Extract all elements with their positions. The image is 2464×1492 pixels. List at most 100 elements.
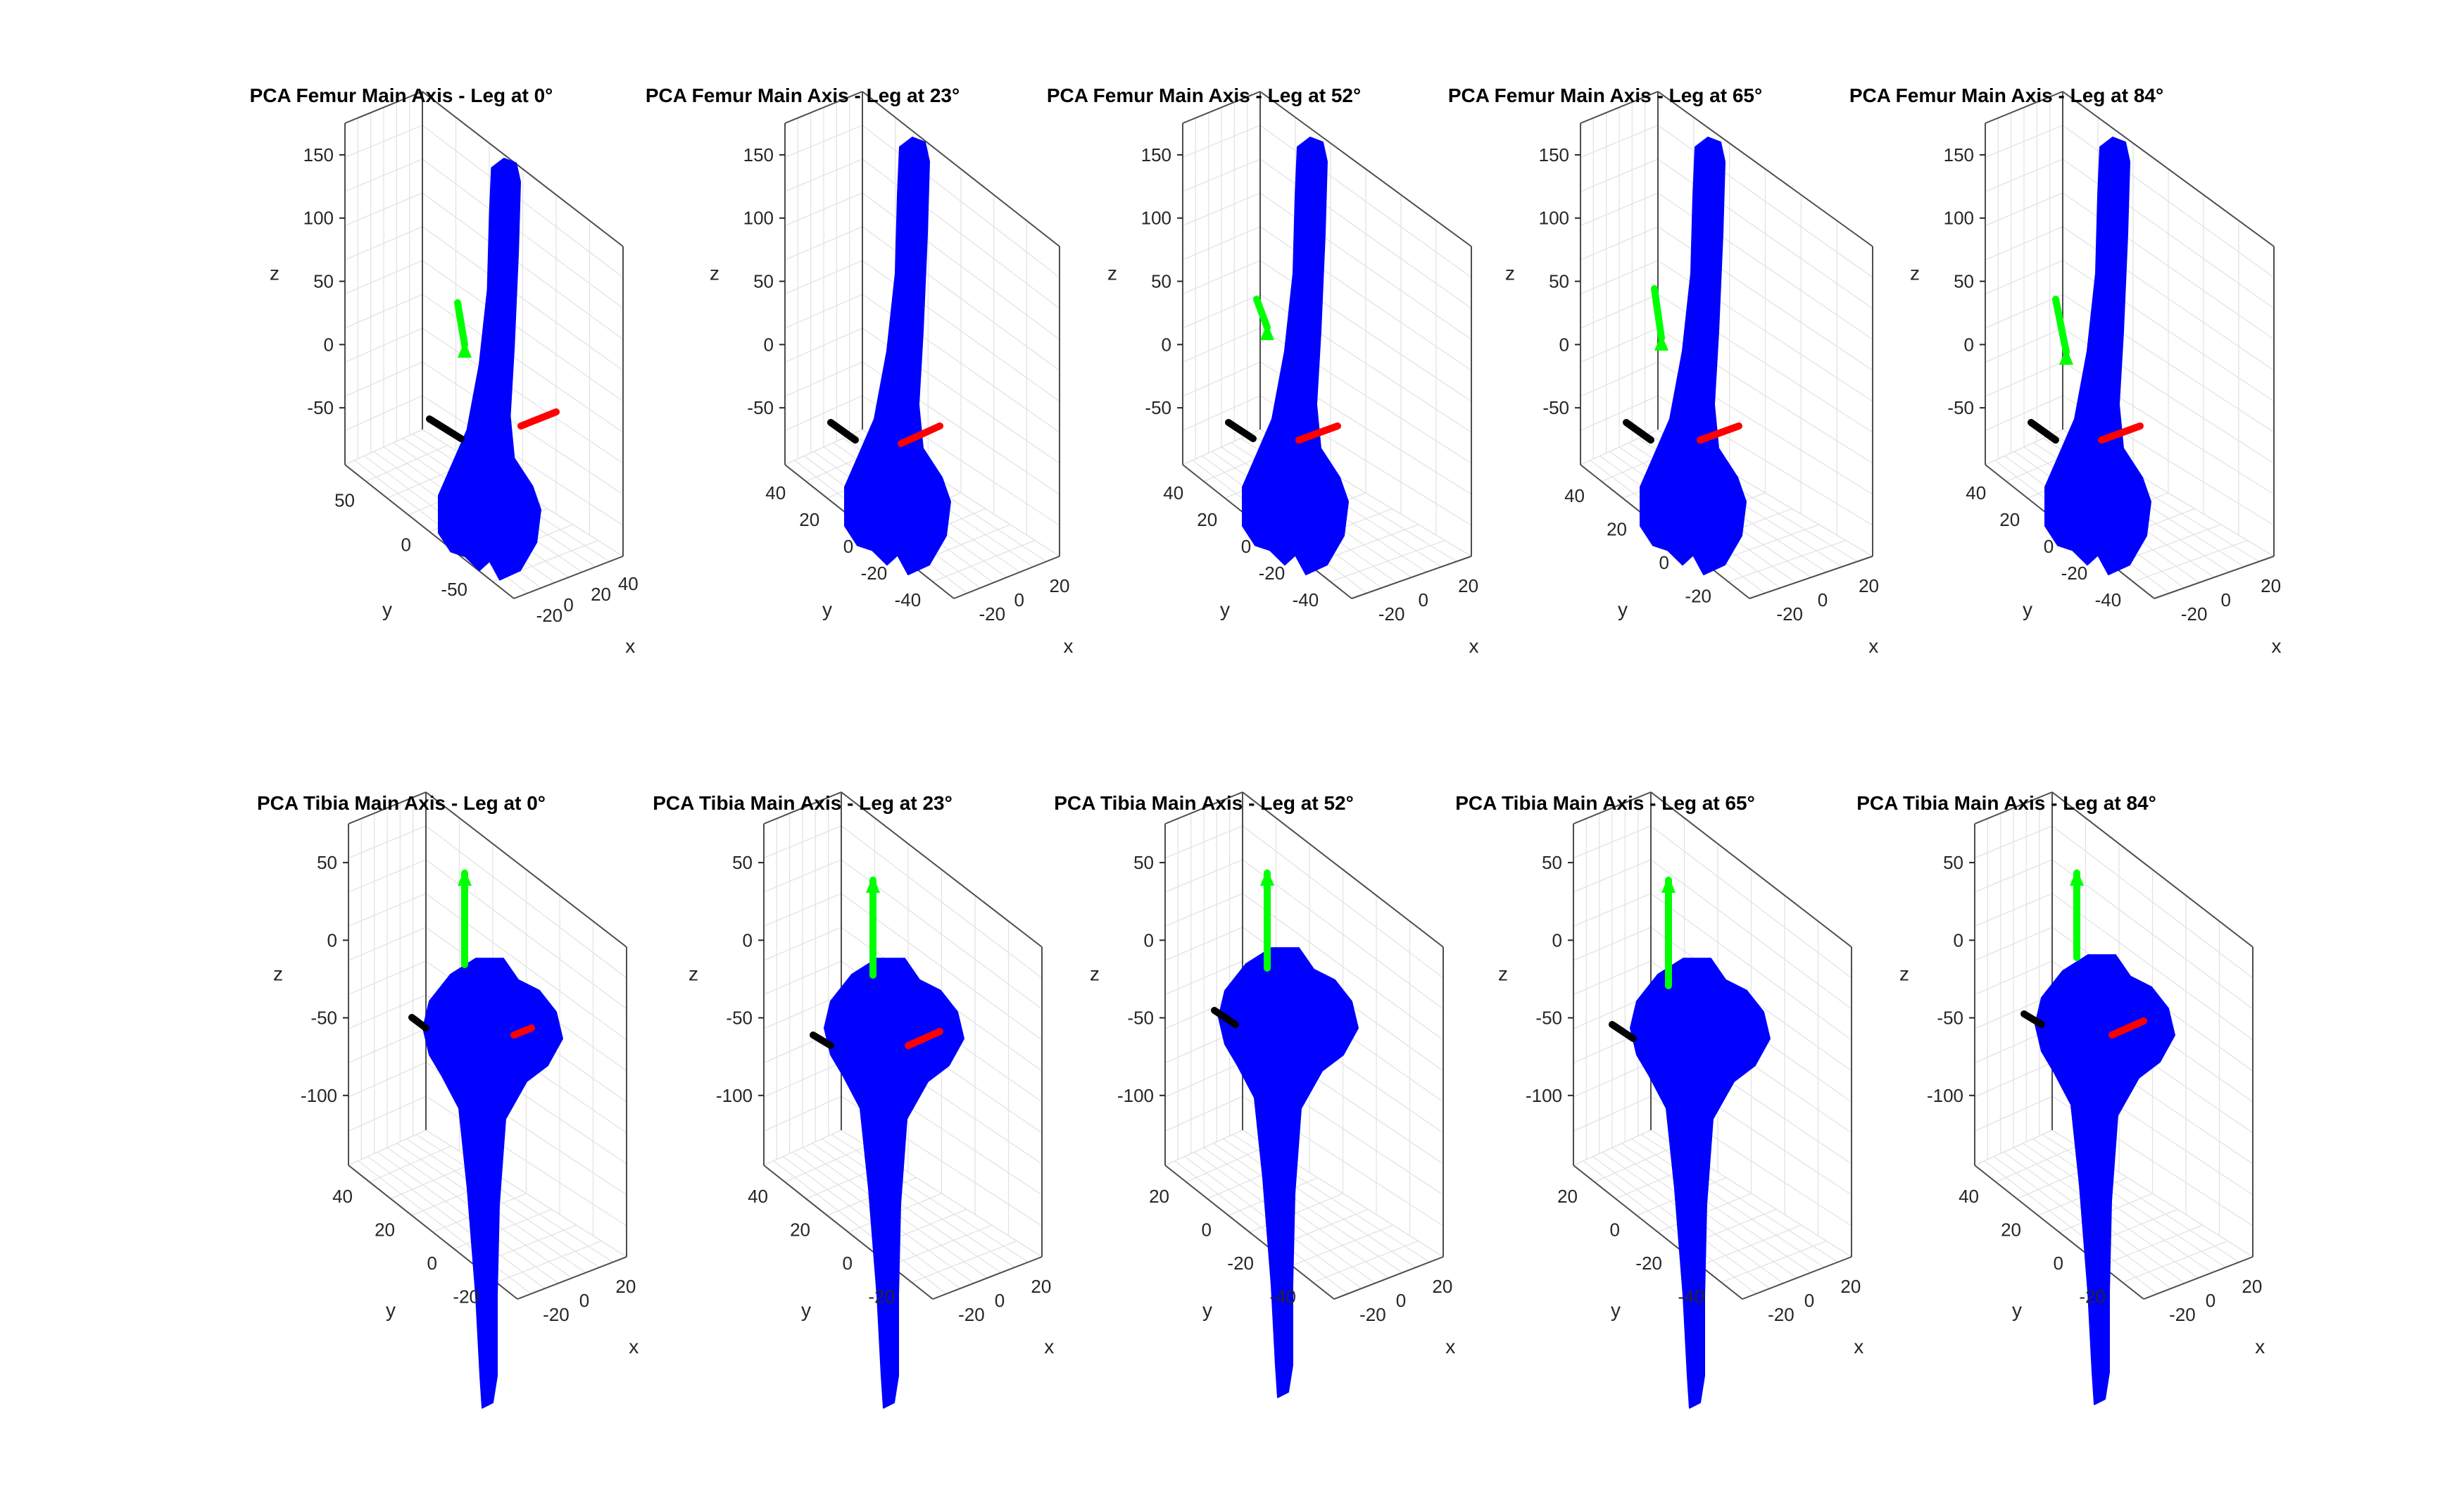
x-tick-label: 0 bbox=[2206, 1290, 2215, 1311]
x-tick-label: -20 bbox=[958, 1304, 985, 1325]
pca-axis-red bbox=[517, 408, 560, 430]
pca-axis-black bbox=[2020, 1010, 2045, 1028]
x-tick-label: 20 bbox=[2242, 1276, 2262, 1297]
x-tick-label: 20 bbox=[1432, 1276, 1452, 1297]
x-tick-label: 0 bbox=[563, 594, 573, 615]
x-tick-label: 20 bbox=[1050, 575, 1070, 596]
floor-gridline bbox=[1312, 1240, 1419, 1283]
z-axis-label: z bbox=[1899, 963, 1909, 985]
floor-gridline bbox=[932, 539, 1036, 582]
x-tick-label: 20 bbox=[591, 584, 611, 605]
pca-axis-green bbox=[1651, 285, 1665, 341]
x-tick-label: 40 bbox=[618, 573, 639, 594]
x-tick-label: -20 bbox=[543, 1304, 570, 1325]
z-tick-label: 100 bbox=[743, 208, 774, 229]
floor-gridline bbox=[1249, 1193, 1343, 1233]
x-tick-label: 0 bbox=[1014, 589, 1024, 610]
z-tick-label: 0 bbox=[1144, 929, 1154, 951]
z-axis-label: z bbox=[1090, 963, 1100, 985]
pca-axis-red bbox=[2098, 422, 2144, 444]
z-tick-label: 0 bbox=[1162, 334, 1171, 355]
y-tick-label: 20 bbox=[375, 1220, 395, 1241]
x-tick-label: 0 bbox=[1818, 589, 1828, 610]
axis-box-edge bbox=[2051, 791, 2254, 948]
pca-axis-green-arrowhead bbox=[2070, 869, 2084, 886]
floor-gridline bbox=[1631, 1138, 1825, 1268]
x-tick-label: -20 bbox=[536, 605, 563, 626]
pca-axis-black bbox=[827, 419, 859, 444]
x-axis-label: x bbox=[2255, 1336, 2265, 1358]
floor-gridline bbox=[1213, 1143, 1403, 1274]
pca-axis-green-arrowhead bbox=[1260, 323, 1274, 340]
y-tick-label: -20 bbox=[1227, 1253, 1254, 1274]
pca-axis-red bbox=[905, 1028, 943, 1049]
y-tick-label: 0 bbox=[843, 1253, 853, 1274]
x-tick-label: 20 bbox=[2261, 575, 2281, 596]
z-axis-label: z bbox=[689, 963, 698, 985]
axis-box-edge bbox=[1985, 91, 2063, 124]
femur-surface bbox=[1242, 137, 1349, 575]
subplot-title: PCA Tibia Main Axis - Leg at 65° bbox=[1455, 792, 1755, 814]
z-tick-label: 0 bbox=[1954, 929, 1963, 951]
z-tick-label: 0 bbox=[743, 929, 753, 951]
y-tick-label: 0 bbox=[2054, 1253, 2063, 1274]
z-tick-label: 50 bbox=[753, 271, 774, 292]
pca-axis-black bbox=[408, 1014, 429, 1032]
axis-box-edge bbox=[1259, 91, 1472, 247]
axis-box-edge bbox=[2062, 91, 2275, 247]
z-tick-label: 50 bbox=[317, 852, 337, 873]
axis-box-edge bbox=[1351, 556, 1472, 599]
subplot-title: PCA Tibia Main Axis - Leg at 23° bbox=[653, 792, 953, 814]
subplot-title: PCA Tibia Main Axis - Leg at 84° bbox=[1856, 792, 2156, 814]
axis-box-edge bbox=[862, 91, 1060, 247]
z-tick-label: 50 bbox=[1542, 852, 1562, 873]
x-axis-label: x bbox=[1445, 1336, 1455, 1358]
axis-box-edge bbox=[1182, 91, 1261, 124]
z-axis-label: z bbox=[710, 263, 719, 284]
subplot-6: PCA Tibia Main Axis - Leg at 0° 50 0 -50 -10… bbox=[257, 791, 639, 1409]
subplot-4: PCA Femur Main Axis - Leg at 65° 150 100 50… bbox=[1448, 84, 1879, 657]
z-tick-label: -50 bbox=[1535, 1008, 1562, 1029]
subplot-8: PCA Tibia Main Axis - Leg at 52° 50 0 -50 -1… bbox=[1054, 791, 1455, 1398]
x-axis-label: x bbox=[625, 635, 635, 657]
y-tick-label: -20 bbox=[2061, 563, 2088, 584]
subplot-2: PCA Femur Main Axis - Leg at 23° 150 100 50… bbox=[646, 84, 1074, 657]
tibia-surface bbox=[824, 958, 964, 1409]
pca-axis-black bbox=[426, 415, 465, 442]
pca-axis-green bbox=[1253, 296, 1271, 331]
z-axis-label: z bbox=[270, 263, 279, 284]
tibia-surface bbox=[2035, 954, 2175, 1405]
axis-box-edge bbox=[344, 91, 423, 124]
z-tick-label: -100 bbox=[1117, 1085, 1154, 1106]
axis-box-edge bbox=[1974, 791, 2053, 825]
floor-gridline bbox=[1728, 539, 1847, 582]
z-tick-label: 50 bbox=[313, 271, 334, 292]
pca-axis-red bbox=[1697, 422, 1742, 444]
x-axis-label: x bbox=[1469, 635, 1479, 657]
floor-gridline bbox=[1721, 1240, 1827, 1283]
x-tick-label: -20 bbox=[1776, 603, 1803, 625]
floor-gridline bbox=[1291, 1224, 1393, 1267]
tibia-surface bbox=[1630, 958, 1771, 1409]
y-tick-label: 50 bbox=[334, 489, 355, 510]
subplot-title: PCA Femur Main Axis - Leg at 52° bbox=[1047, 84, 1361, 106]
x-tick-label: 0 bbox=[1804, 1290, 1814, 1311]
pca-axis-green-arrowhead bbox=[1260, 869, 1274, 886]
pca-axis-green bbox=[2052, 296, 2070, 356]
axis-box-edge bbox=[1164, 1165, 1335, 1300]
z-tick-label: -100 bbox=[1526, 1085, 1562, 1106]
pca-axis-black bbox=[1623, 419, 1654, 444]
z-tick-label: 0 bbox=[764, 334, 774, 355]
y-tick-label: -20 bbox=[861, 563, 888, 584]
y-axis-label: y bbox=[1618, 598, 1628, 620]
z-tick-label: 150 bbox=[743, 144, 774, 165]
x-tick-label: -20 bbox=[1768, 1304, 1794, 1325]
pca-axis-black bbox=[1225, 419, 1257, 442]
axis-box-edge bbox=[1657, 91, 1873, 247]
floor-gridline bbox=[496, 1240, 602, 1283]
x-tick-label: -20 bbox=[2181, 603, 2208, 625]
y-axis-label: y bbox=[801, 1299, 811, 1321]
z-tick-label: -100 bbox=[301, 1085, 337, 1106]
y-tick-label: 40 bbox=[1966, 482, 1986, 503]
